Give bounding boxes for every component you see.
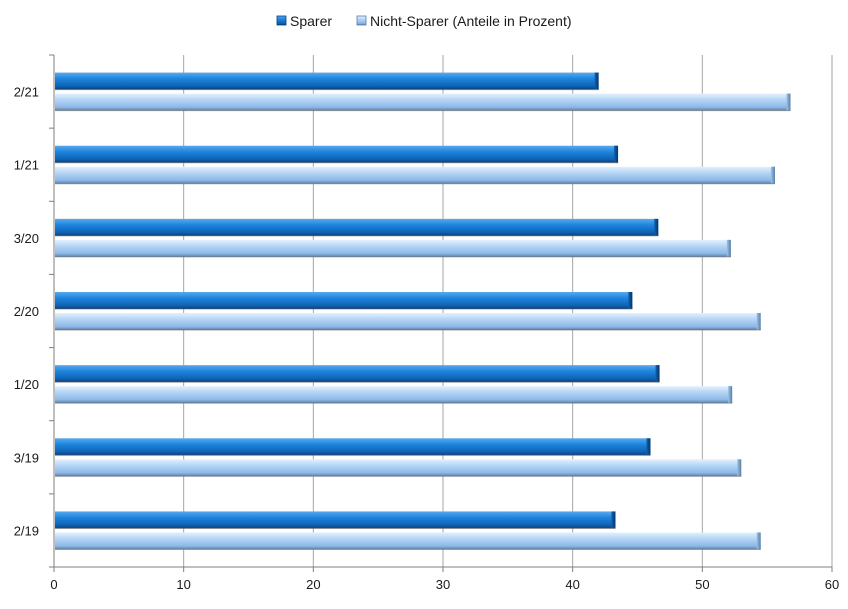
y-tick-label: 1/20: [14, 377, 39, 392]
gridlines: [183, 55, 833, 567]
x-tick-label: 60: [825, 577, 839, 592]
y-tick-label: 3/19: [14, 450, 39, 465]
bar-end-cap: [756, 532, 761, 550]
legend-label: Sparer: [290, 13, 332, 29]
bar-nicht-sparer: [55, 313, 761, 331]
bar-end-cap: [646, 438, 651, 456]
x-tick-label: 0: [50, 577, 57, 592]
bar-nicht-sparer: [55, 386, 733, 404]
y-tick-label: 1/21: [14, 158, 39, 173]
bar-body: [55, 239, 731, 257]
bar-end-cap: [611, 511, 616, 529]
bar-nicht-sparer: [55, 239, 731, 258]
bar-body: [55, 313, 761, 330]
bar-end-cap: [756, 313, 761, 330]
bar-body: [55, 72, 599, 90]
legend-swatch: [356, 15, 367, 26]
bar-sparer: [55, 218, 659, 237]
bar-end-cap: [655, 365, 660, 383]
bar-body: [55, 365, 660, 383]
legend-swatch: [276, 15, 287, 26]
x-tick-label: 30: [436, 577, 450, 592]
bar-sparer: [55, 365, 660, 383]
x-tick-label: 50: [695, 577, 709, 592]
bar-body: [55, 511, 616, 529]
bar-body: [55, 218, 659, 236]
x-tick-label: 20: [306, 577, 320, 592]
bar-body: [55, 386, 733, 404]
bar-nicht-sparer: [55, 166, 775, 185]
bar-end-cap: [628, 292, 633, 309]
bar-nicht-sparer: [55, 459, 742, 477]
y-tick-label: 3/20: [14, 231, 39, 246]
bar-end-cap: [614, 145, 619, 163]
bar-sparer: [55, 511, 616, 529]
y-tick-label: 2/21: [14, 85, 39, 100]
bar-body: [55, 166, 775, 184]
legend-label: Nicht-Sparer (Anteile in Prozent): [370, 13, 572, 29]
bar-body: [55, 532, 761, 550]
bar-body: [55, 145, 619, 163]
x-tick-label: 40: [565, 577, 579, 592]
axes: [49, 54, 833, 572]
legend-item: Nicht-Sparer (Anteile in Prozent): [356, 13, 572, 29]
bars: [55, 72, 791, 550]
bar-sparer: [55, 438, 651, 456]
bar-end-cap: [654, 218, 659, 236]
bar-body: [55, 292, 633, 309]
bar-nicht-sparer: [55, 532, 761, 550]
x-tick-label: 10: [176, 577, 190, 592]
legend: Sparer Nicht-Sparer (Anteile in Prozent): [276, 13, 572, 29]
bar-end-cap: [728, 386, 733, 404]
bar-body: [55, 93, 791, 111]
bar-sparer: [55, 292, 633, 310]
bar-end-cap: [594, 72, 599, 90]
bar-sparer: [55, 72, 599, 91]
bar-end-cap: [770, 166, 775, 184]
bar-nicht-sparer: [55, 93, 791, 112]
bar-body: [55, 459, 742, 477]
y-tick-label: 2/20: [14, 304, 39, 319]
bar-body: [55, 438, 651, 456]
bar-end-cap: [786, 93, 791, 111]
tick-labels: 0 10 20 30 40 50 60 2/21 1/21 3/20 2/20 1/20 3/19 2/1…: [14, 85, 840, 592]
y-tick-label: 2/19: [14, 523, 39, 538]
bar-sparer: [55, 145, 619, 164]
bar-end-cap: [726, 239, 731, 257]
legend-item: Sparer: [276, 13, 332, 29]
bar-end-cap: [737, 459, 742, 477]
